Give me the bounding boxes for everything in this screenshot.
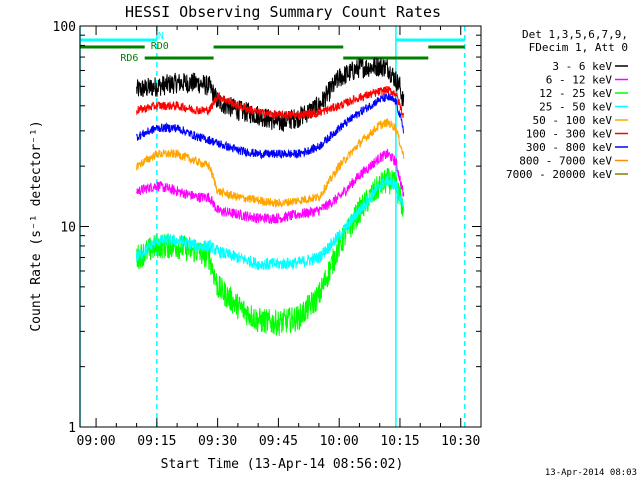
series-line — [136, 167, 405, 336]
x-tick-label: 09:45 — [259, 434, 298, 449]
legend-entry-label: 7000 - 20000 keV — [506, 168, 612, 181]
y-axis-title: Count Rate (s⁻¹ detector⁻¹) — [29, 120, 44, 331]
series-line — [136, 174, 405, 271]
x-tick-label: 10:15 — [380, 434, 419, 449]
series-line — [136, 85, 405, 121]
legend-header: Det 1,3,5,6,7,9, — [522, 28, 628, 41]
legend-entry-label: 300 - 800 keV — [526, 141, 612, 154]
legend-entry-label: 50 - 100 keV — [533, 114, 613, 127]
legend-entry-label: 25 - 50 keV — [539, 101, 612, 114]
y-axis: 1 10 100 — [53, 20, 481, 436]
x-axis-title: Start Time (13-Apr-14 08:56:02) — [161, 457, 404, 472]
legend-entry-label: 800 - 7000 keV — [519, 155, 612, 168]
series-line — [136, 118, 405, 208]
legend-entry-label: 6 - 12 keV — [546, 74, 613, 87]
chart-title: HESSI Observing Summary Count Rates — [125, 3, 441, 21]
legend: Det 1,3,5,6,7,9,FDecim 1, Att 0 3 - 6 keV… — [506, 28, 628, 181]
x-axis: 09:00 09:15 09:30 09:45 10:00 10:15 10:30 — [77, 26, 482, 449]
legend-entry-label: 3 - 6 keV — [552, 60, 612, 73]
footer-timestamp: 13-Apr-2014 08:03 — [545, 468, 637, 478]
series-line — [136, 92, 405, 160]
series-line — [136, 57, 405, 132]
legend-entry-label: 12 - 25 keV — [539, 87, 612, 100]
top-bar-label: RD0 — [151, 41, 169, 52]
y-tick-label: 100 — [53, 20, 76, 35]
legend-entry-label: 100 - 300 keV — [526, 128, 612, 141]
top-bar-label: RD6 — [120, 53, 138, 64]
x-tick-label: 09:30 — [198, 434, 237, 449]
legend-header: FDecim 1, Att 0 — [529, 41, 628, 54]
top-bar-label: N — [158, 31, 164, 42]
y-tick-label: 1 — [68, 421, 76, 436]
series-line — [136, 148, 405, 224]
x-tick-label: 09:15 — [137, 434, 176, 449]
x-tick-label: 10:30 — [441, 434, 480, 449]
x-tick-label: 09:00 — [77, 434, 116, 449]
y-tick-label: 10 — [60, 221, 76, 236]
series-layer — [136, 57, 405, 336]
x-tick-label: 10:00 — [320, 434, 359, 449]
